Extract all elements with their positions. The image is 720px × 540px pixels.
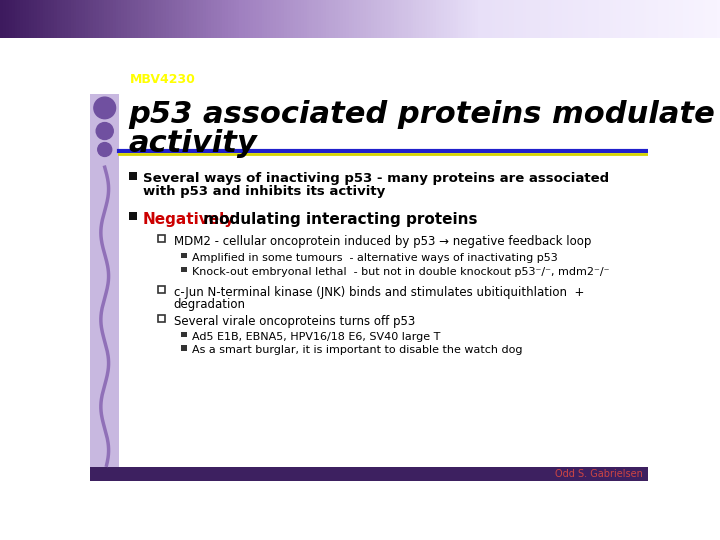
Text: Several virale oncoproteins turns off p53: Several virale oncoproteins turns off p5… <box>174 315 415 328</box>
Text: Knock-out embryonal lethal  - but not in double knockout p53⁻/⁻, mdm2⁻/⁻: Knock-out embryonal lethal - but not in … <box>192 267 610 277</box>
Bar <box>90 467 648 481</box>
Text: Negatively: Negatively <box>143 212 235 227</box>
Text: Several ways of inactiving p53 - many proteins are associated: Several ways of inactiving p53 - many pr… <box>143 172 609 185</box>
Circle shape <box>98 143 112 157</box>
Bar <box>181 332 187 337</box>
Text: activity: activity <box>129 130 258 158</box>
Text: As a smart burglar, it is important to disable the watch dog: As a smart burglar, it is important to d… <box>192 346 523 355</box>
Bar <box>158 286 165 293</box>
Text: degradation: degradation <box>174 298 246 310</box>
Bar <box>129 212 137 220</box>
Text: modulating interacting proteins: modulating interacting proteins <box>199 212 478 227</box>
Bar <box>181 267 187 272</box>
Text: Ad5 E1B, EBNA5, HPV16/18 E6, SV40 large T: Ad5 E1B, EBNA5, HPV16/18 E6, SV40 large … <box>192 332 441 342</box>
Bar <box>129 172 137 179</box>
Text: MDM2 - cellular oncoprotein induced by p53 → negative feedback loop: MDM2 - cellular oncoprotein induced by p… <box>174 235 591 248</box>
Bar <box>181 346 187 351</box>
Text: Amplified in some tumours  - alternative ways of inactivating p53: Amplified in some tumours - alternative … <box>192 253 558 263</box>
Bar <box>90 94 120 481</box>
Bar <box>158 235 165 242</box>
Text: MBV4230: MBV4230 <box>130 73 196 86</box>
Text: c-Jun N-terminal kinase (JNK) binds and stimulates ubitiquithlation  +: c-Jun N-terminal kinase (JNK) binds and … <box>174 286 584 299</box>
Text: Odd S. Gabrielsen: Odd S. Gabrielsen <box>555 469 644 478</box>
Text: with p53 and inhibits its activity: with p53 and inhibits its activity <box>143 185 385 198</box>
Circle shape <box>96 123 113 139</box>
Text: p53 associated proteins modulate its: p53 associated proteins modulate its <box>129 100 720 129</box>
Bar <box>181 253 187 259</box>
Circle shape <box>94 97 116 119</box>
Bar <box>158 315 165 322</box>
